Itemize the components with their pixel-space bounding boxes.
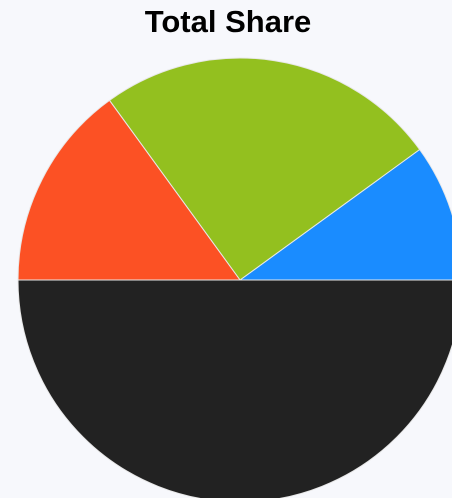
pie-slice xyxy=(17,99,241,281)
pie-slice xyxy=(238,148,452,281)
pie xyxy=(17,57,452,498)
pie-slice xyxy=(108,57,421,281)
chart-title: Total Share xyxy=(145,4,312,39)
pie-slice xyxy=(17,279,452,498)
